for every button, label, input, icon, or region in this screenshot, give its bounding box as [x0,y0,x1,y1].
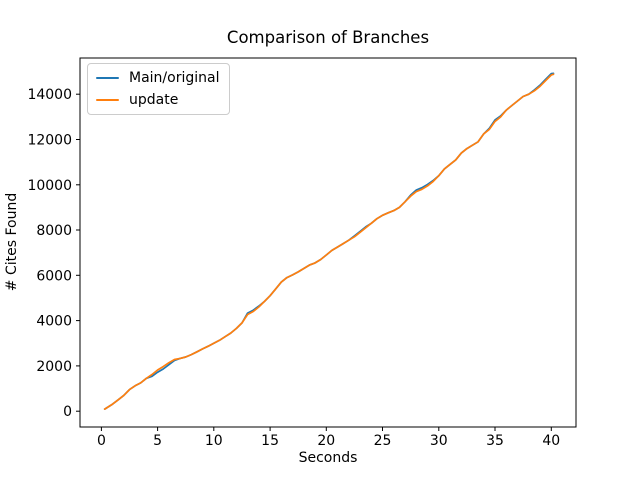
y-tick-label: 4000 [36,314,72,330]
x-axis-label: Seconds [298,450,358,466]
legend-label: Main/original [129,70,220,86]
legend-line-swatch [96,98,119,102]
x-tick-label: 25 [374,433,392,449]
x-tick-label: 5 [153,433,162,449]
x-tick-label: 10 [205,433,223,449]
chart-title: Comparison of Branches [226,28,430,47]
x-tick-label: 15 [261,433,279,449]
x-tick-label: 0 [97,433,106,449]
y-tick-label: 6000 [36,268,72,284]
legend: Main/original update [87,63,231,115]
x-tick-label: 40 [542,433,560,449]
series-line-main-original [103,72,555,410]
x-tick-label: 20 [317,433,335,449]
y-tick-label: 8000 [36,223,72,239]
legend-entry: update [96,92,219,108]
x-tick-label: 30 [430,433,448,449]
x-tick-label: 35 [486,433,504,449]
plot-frame [79,57,577,428]
y-tick-label: 0 [63,404,72,420]
y-tick-label: 2000 [36,359,72,375]
y-tick-label: 14000 [27,87,72,103]
series-line-update [103,73,555,410]
legend-label: update [129,92,179,108]
legend-entry: Main/original [96,70,219,86]
y-tick-label: 10000 [27,178,72,194]
y-tick-label: 12000 [27,133,72,149]
legend-line-swatch [96,76,119,80]
y-axis-label: # Cites Found [4,192,20,292]
